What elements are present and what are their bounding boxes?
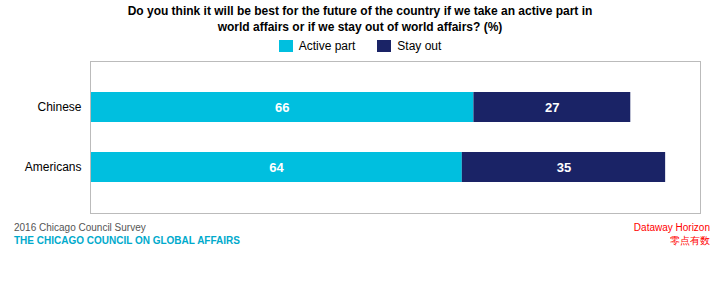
html-text:2016 Chicago Council Survey: 2016 Chicago Council Survey: [14, 222, 146, 234]
html-text:Do you think it will be best f: Do you think it will be best for the fut…: [127, 4, 593, 34]
svg-text:35: 35: [557, 160, 571, 175]
svg-text:66: 66: [275, 100, 289, 115]
svg-text:Americans: Americans: [25, 161, 82, 175]
html-text:Stay out: Stay out: [397, 39, 442, 54]
svg-text:64: 64: [269, 160, 284, 175]
svg-text:27: 27: [545, 100, 559, 115]
html-text:THE CHICAGO COUNCIL ON GLOBAL: THE CHICAGO COUNCIL ON GLOBAL AFFAIRS: [14, 235, 240, 247]
html-text:Dataway Horizon: Dataway Horizon: [633, 222, 710, 234]
html-text:零点有数: 零点有数: [670, 235, 710, 247]
svg-text:Chinese: Chinese: [37, 101, 81, 115]
html-text:Active part: Active part: [298, 39, 356, 54]
